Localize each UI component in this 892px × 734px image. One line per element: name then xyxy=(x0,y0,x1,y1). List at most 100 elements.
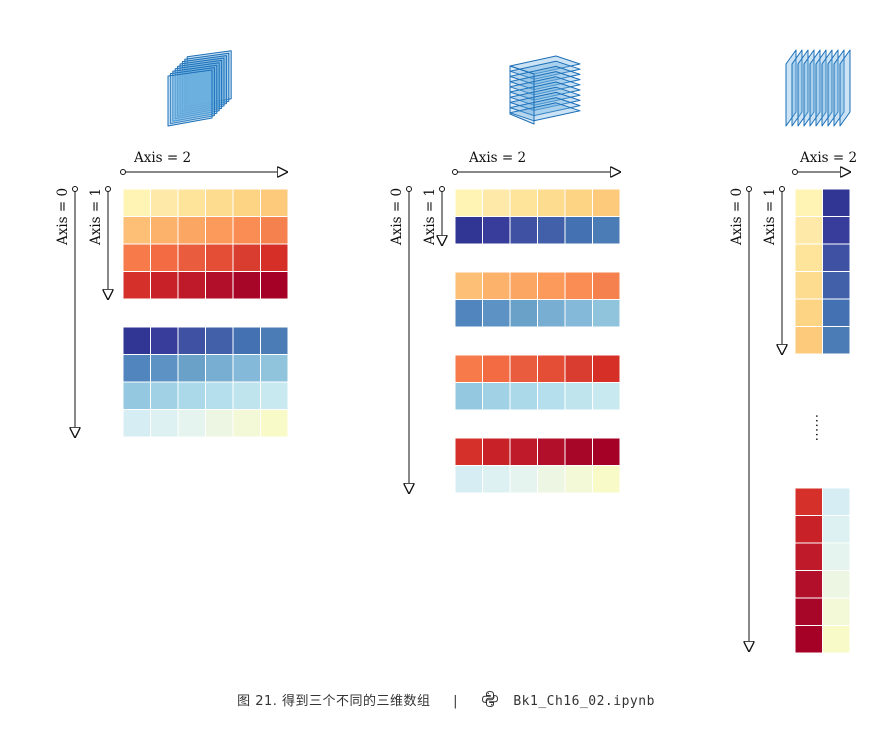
matrix-cell xyxy=(122,409,151,438)
matrix-cell xyxy=(794,298,823,327)
matrix-cell xyxy=(592,465,621,494)
matrix-cell xyxy=(564,465,593,494)
matrix-cell xyxy=(260,354,289,383)
matrix-cell xyxy=(794,243,823,272)
matrix-cell xyxy=(260,409,289,438)
matrix-cell xyxy=(482,382,511,411)
matrix-cell xyxy=(537,216,566,245)
matrix-cell xyxy=(509,271,538,300)
matrix-cell xyxy=(177,271,206,300)
matrix-cell xyxy=(537,299,566,328)
matrix-cell xyxy=(482,271,511,300)
matrix-cell xyxy=(822,326,851,355)
matrix-cool xyxy=(122,326,289,438)
matrix-cell xyxy=(592,271,621,300)
matrix-cell xyxy=(232,381,261,410)
matrix-cell xyxy=(122,326,151,355)
matrix-cell xyxy=(150,271,179,300)
matrix-cell xyxy=(205,381,234,410)
panel-split-axis0: Axis = 2 Axis = 0 Axis = 1 xyxy=(55,150,289,438)
matrix-cell xyxy=(537,465,566,494)
matrix-cell xyxy=(822,298,851,327)
panel-split-axis1: Axis = 2 Axis = 0 Axis = 1 xyxy=(389,150,620,493)
cube-icon-axis1 xyxy=(509,55,581,125)
axis0-label: Axis = 0 xyxy=(389,188,405,246)
matrix-cell xyxy=(794,542,823,571)
matrix-cell xyxy=(509,299,538,328)
cube-icon-axis2 xyxy=(785,49,851,127)
matrix-cell xyxy=(592,437,621,466)
matrix-cell xyxy=(794,597,823,626)
matrix-cell xyxy=(260,243,289,272)
three-3d-arrays-diagram: Axis = 2 Axis = 0 Axis = 1 Axis = 2 Axis… xyxy=(55,49,857,654)
matrix-cell xyxy=(822,570,851,599)
axis1-label: Axis = 1 xyxy=(88,188,104,246)
matrix-cell xyxy=(564,188,593,217)
matrix-cell xyxy=(482,216,511,245)
axis0-label: Axis = 0 xyxy=(55,188,71,246)
matrix-cell xyxy=(232,188,261,217)
caption-notebook: Bk1_Ch16_02.ipynb xyxy=(513,694,655,709)
matrix-cell xyxy=(537,354,566,383)
matrix-cell xyxy=(794,515,823,544)
matrix-cell xyxy=(454,271,483,300)
matrix-cell xyxy=(482,437,511,466)
matrix-cell xyxy=(564,354,593,383)
matrix-cell xyxy=(509,382,538,411)
matrix-cell xyxy=(122,271,151,300)
matrix-cell xyxy=(260,271,289,300)
matrix-cell xyxy=(564,271,593,300)
ellipsis-marker: ...... xyxy=(812,414,827,442)
matrix-cell xyxy=(564,437,593,466)
axis0-label: Axis = 0 xyxy=(729,188,745,246)
matrix-cell xyxy=(482,188,511,217)
matrix-cell xyxy=(205,243,234,272)
matrix-cell xyxy=(822,515,851,544)
matrix-cell xyxy=(822,625,851,654)
matrix-cell xyxy=(454,299,483,328)
matrix-cell xyxy=(592,382,621,411)
matrix-cell xyxy=(177,381,206,410)
matrix-cell xyxy=(822,487,851,516)
cube-icon-axis0 xyxy=(167,50,232,127)
axis2-label: Axis = 2 xyxy=(799,150,857,166)
matrix-cell xyxy=(592,299,621,328)
matrix-cell xyxy=(509,437,538,466)
matrix-cell xyxy=(794,216,823,245)
matrix-cell xyxy=(232,271,261,300)
matrix-cell xyxy=(794,487,823,516)
matrix-cell xyxy=(232,216,261,245)
matrix-cell xyxy=(177,188,206,217)
matrix-cell xyxy=(260,188,289,217)
column-pairs xyxy=(794,188,851,654)
matrix-cell xyxy=(509,354,538,383)
matrix-cell xyxy=(177,243,206,272)
matrix-cell xyxy=(454,216,483,245)
matrix-cell xyxy=(232,354,261,383)
matrix-cell xyxy=(822,597,851,626)
matrix-cell xyxy=(122,188,151,217)
matrix-cell xyxy=(482,299,511,328)
axis1-label: Axis = 1 xyxy=(422,188,438,246)
matrix-cell xyxy=(794,625,823,654)
figure-caption: 图 21. 得到三个不同的三维数组 | Bk1_Ch16_02.ipynb xyxy=(0,690,892,712)
matrix-cell xyxy=(177,216,206,245)
matrix-cell xyxy=(564,299,593,328)
matrix-cell xyxy=(150,381,179,410)
matrix-cell xyxy=(822,188,851,217)
axis2-label: Axis = 2 xyxy=(468,150,526,166)
matrix-cell xyxy=(150,243,179,272)
matrix-cell xyxy=(177,326,206,355)
matrix-cell xyxy=(564,382,593,411)
matrix-cell xyxy=(205,271,234,300)
matrix-cell xyxy=(509,216,538,245)
matrix-cell xyxy=(592,216,621,245)
matrix-cell xyxy=(122,216,151,245)
matrix-cell xyxy=(454,188,483,217)
matrix-cell xyxy=(150,409,179,438)
matrix-cell xyxy=(232,243,261,272)
caption-separator: | xyxy=(453,694,459,709)
matrix-cell xyxy=(205,409,234,438)
matrix-cell xyxy=(794,570,823,599)
matrix-cell xyxy=(232,326,261,355)
